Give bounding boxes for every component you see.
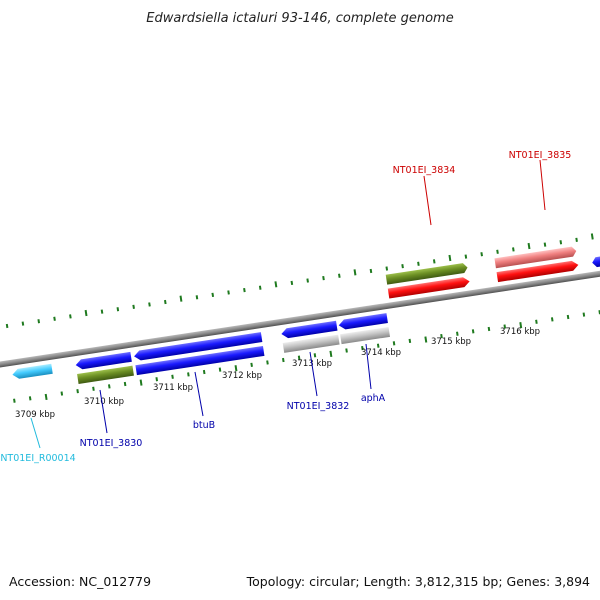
upper-tick-row <box>5 233 594 329</box>
lower-tick-row <box>13 310 600 403</box>
cog-bar-btub[interactable] <box>135 345 265 376</box>
gene-label-nt01ei-r00014[interactable]: NT01EI_R00014 <box>0 453 75 464</box>
gene-arrow-apha[interactable] <box>338 313 388 330</box>
cog-bar-nt01ei-3832[interactable] <box>282 334 340 353</box>
gene-arrow-nt01ei-3832[interactable] <box>281 320 338 339</box>
leader-nt01ei-3834 <box>423 175 432 226</box>
map-title: Edwardsiella ictaluri 93-146, complete g… <box>146 11 453 26</box>
genome-backbone <box>0 262 600 373</box>
gene-label-apha[interactable]: aphA <box>361 393 386 404</box>
cog-bar-apha[interactable] <box>340 326 391 345</box>
cog-bar-nt01ei-3834[interactable] <box>385 263 469 285</box>
gene-arrow-nt01ei-3830[interactable] <box>75 351 132 370</box>
gene-label-nt01ei-3834[interactable]: NT01EI_3834 <box>393 165 456 176</box>
scale-label-3711: 3711 kbp <box>153 383 193 393</box>
gene-label-nt01ei-3835[interactable]: NT01EI_3835 <box>509 150 572 161</box>
gene-arrow-nt01ei-3834[interactable] <box>387 276 471 299</box>
accession-text: Accession: NC_012779 <box>9 574 151 589</box>
scale-label-3710: 3710 kbp <box>84 397 124 407</box>
gene-arrow-btub[interactable] <box>133 332 263 361</box>
leader-nt01ei-3832 <box>309 351 318 397</box>
leader-nt01ei-r00014 <box>30 417 41 449</box>
leader-nt01ei-3835 <box>539 159 546 211</box>
leader-btub <box>194 371 204 417</box>
genome-track-group <box>0 233 600 403</box>
leader-nt01ei-3830 <box>99 389 108 434</box>
leader-lines <box>30 159 546 449</box>
genome-summary-text: Topology: circular; Length: 3,812,315 bp… <box>246 574 590 589</box>
leader-apha <box>365 343 372 390</box>
gene-label-btub[interactable]: btuB <box>193 420 215 431</box>
scale-label-3714: 3714 kbp <box>361 348 401 358</box>
scale-label-3712: 3712 kbp <box>222 371 262 381</box>
cog-bar-nt01ei-3835[interactable] <box>494 246 577 269</box>
scale-label-3709: 3709 kbp <box>15 410 55 420</box>
gene-label-nt01ei-3830[interactable]: NT01EI_3830 <box>80 438 143 449</box>
gene-arrow-nt01ei-3835[interactable] <box>496 260 580 283</box>
scale-label-3715: 3715 kbp <box>431 337 471 347</box>
cog-bar-nt01ei-3830[interactable] <box>77 365 134 384</box>
gene-arrow-offscreen-right[interactable] <box>591 255 600 268</box>
gene-label-nt01ei-3832[interactable]: NT01EI_3832 <box>287 401 350 412</box>
scale-label-3716: 3716 kbp <box>500 327 540 337</box>
gene-arrow-nt01ei-r00014[interactable] <box>12 363 53 380</box>
